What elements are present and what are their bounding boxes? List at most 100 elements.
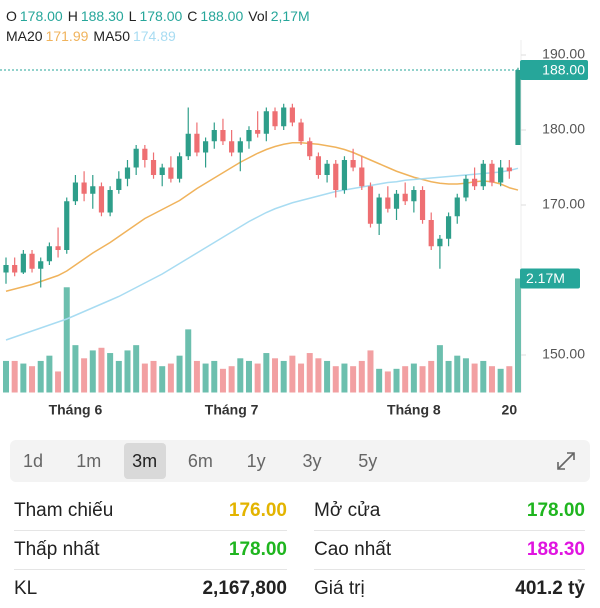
candle-body: [159, 167, 165, 175]
candle-body: [255, 130, 261, 134]
volume-bar: [237, 358, 244, 393]
candle-body: [20, 253, 26, 273]
candle-body: [185, 133, 191, 157]
candle-body: [411, 190, 417, 202]
ohlc-label: O: [6, 8, 17, 24]
volume-bar: [193, 360, 200, 393]
candle-body: [263, 111, 269, 134]
ma-name: MA20: [6, 28, 43, 44]
ohlc-value: 178.00: [19, 8, 63, 24]
separator: [314, 530, 585, 531]
separator: [14, 530, 287, 531]
volume-bar: [462, 358, 469, 393]
candle-body: [324, 163, 330, 175]
last-price-label: 188.00: [542, 62, 585, 78]
range-tab[interactable]: 1m: [76, 451, 102, 471]
candle-body: [445, 216, 452, 239]
candle-body: [107, 190, 113, 213]
volume-bar: [454, 355, 461, 393]
candle-body: [376, 197, 382, 224]
volume-bar: [29, 366, 36, 393]
volume-bar: [428, 360, 435, 393]
range-tab[interactable]: 3m: [123, 443, 166, 479]
range-tab[interactable]: 6m: [187, 451, 213, 471]
volume-bar: [263, 353, 270, 393]
ohlc-label: Vol: [248, 8, 268, 24]
candle-body: [298, 122, 304, 142]
ma-value: 171.99: [45, 28, 89, 44]
range-tab[interactable]: 3y: [302, 451, 322, 471]
y-tick-label: 150.00: [542, 346, 585, 362]
volume-label-box: [520, 268, 580, 289]
candle-body: [194, 133, 200, 153]
candle-body: [133, 148, 139, 168]
volume-bar: [471, 363, 478, 393]
ohlc-value: 2,17M: [270, 8, 310, 24]
volume-bar: [497, 368, 504, 393]
stat-row: Tham chiếu 176.00: [14, 492, 287, 530]
candle-body: [272, 111, 278, 127]
volume-bar: [384, 371, 391, 393]
candle-body: [359, 167, 365, 187]
stat-row: Cao nhất 188.30: [314, 531, 585, 569]
quote-header: O 178.00 H 188.30 L 178.00 C 188.00 Vol 2,17M MA2…: [6, 6, 315, 46]
volume-bar: [289, 355, 296, 393]
volume-bar: [219, 368, 226, 393]
volume-bar: [98, 347, 105, 393]
candle-body: [211, 130, 217, 142]
stat-value: 188.30: [526, 539, 585, 560]
candle-body: [55, 246, 61, 250]
range-tab[interactable]: 1y: [246, 451, 266, 471]
volume-bar: [115, 360, 122, 393]
stat-value: 178.00: [228, 539, 287, 560]
candle-body: [454, 197, 460, 217]
candle-body: [289, 107, 295, 123]
range-tab[interactable]: 1d: [22, 451, 44, 471]
candle-body: [81, 182, 87, 194]
volume-bar: [185, 329, 192, 393]
volume-bar: [272, 358, 279, 393]
stat-value: 401.2 tỷ: [515, 578, 585, 599]
volume-bar: [202, 363, 209, 393]
candle-body: [150, 160, 157, 175]
stat-value: 178.00: [526, 500, 585, 521]
candle-body: [350, 160, 356, 168]
candle-body: [437, 238, 443, 247]
candle-body: [237, 141, 243, 153]
volume-bar: [89, 350, 96, 393]
stat-row: Giá trị 401.2 tỷ: [314, 570, 585, 608]
volume-bar: [515, 278, 521, 393]
volume-bar: [107, 353, 114, 393]
separator: [314, 569, 585, 570]
ohlc-value: 188.00: [200, 8, 244, 24]
volume-bar: [341, 363, 348, 393]
volume-bar: [315, 358, 322, 393]
stat-label: Cao nhất: [314, 539, 392, 560]
y-tick-label: 180.00: [542, 121, 585, 137]
candle-body: [72, 182, 79, 202]
x-tick-label: Tháng 8: [387, 402, 441, 418]
chart: 150.00 170.00 180.00 190.00 Tháng 6 Tháng 7 Th…: [0, 40, 588, 418]
candle-body: [393, 193, 400, 209]
candle-body: [428, 220, 434, 247]
stat-value: 176.00: [228, 500, 287, 521]
candle-body: [402, 193, 408, 202]
volume-bar: [245, 360, 252, 393]
ma-value: 174.89: [132, 28, 176, 44]
candle-body: [202, 141, 209, 153]
x-tick-label: Tháng 7: [205, 402, 259, 418]
candle-body: [116, 178, 122, 190]
range-tab[interactable]: 5y: [358, 451, 378, 471]
stat-label: Tham chiếu: [14, 500, 114, 521]
candle-body: [64, 201, 70, 250]
volume-bar: [141, 363, 148, 393]
volume-bar: [176, 355, 183, 393]
candle-body: [498, 167, 504, 183]
volume-bar: [124, 350, 131, 393]
expand-icon[interactable]: [554, 449, 578, 473]
volume-bar: [81, 358, 88, 393]
volume-bar: [254, 363, 261, 393]
volume-bar: [63, 287, 70, 393]
volume-bar: [11, 360, 18, 393]
volume-bar: [367, 350, 374, 393]
